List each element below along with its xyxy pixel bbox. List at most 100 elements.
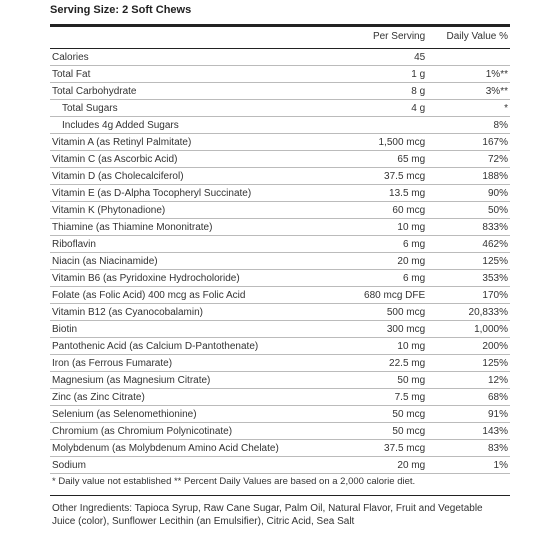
nutrient-amount: 1,500 mcg [335, 134, 427, 151]
nutrient-dv: 462% [427, 236, 510, 253]
nutrient-name: Selenium (as Selenomethionine) [50, 406, 335, 423]
nutrient-name: Molybdenum (as Molybdenum Amino Acid Che… [50, 440, 335, 457]
table-row: Chromium (as Chromium Polynicotinate)50 … [50, 423, 510, 440]
nutrient-dv: 50% [427, 202, 510, 219]
nutrient-amount: 4 g [335, 100, 427, 117]
nutrient-name: Sodium [50, 457, 335, 474]
nutrient-amount: 10 mg [335, 219, 427, 236]
nutrient-name: Total Carbohydrate [50, 83, 335, 100]
nutrient-name: Vitamin A (as Retinyl Palmitate) [50, 134, 335, 151]
other-ingredients: Other Ingredients: Tapioca Syrup, Raw Ca… [50, 498, 510, 532]
nutrient-amount: 50 mcg [335, 423, 427, 440]
table-row: Selenium (as Selenomethionine)50 mcg91% [50, 406, 510, 423]
nutrient-name: Total Sugars [50, 100, 335, 117]
nutrient-amount [335, 117, 427, 134]
nutrient-amount: 45 [335, 49, 427, 66]
nutrient-name: Iron (as Ferrous Fumarate) [50, 355, 335, 372]
nutrient-amount: 50 mcg [335, 406, 427, 423]
table-row: Biotin300 mcg1,000% [50, 321, 510, 338]
table-row: Vitamin A (as Retinyl Palmitate)1,500 mc… [50, 134, 510, 151]
nutrient-name: Niacin (as Niacinamide) [50, 253, 335, 270]
nutrient-amount: 7.5 mg [335, 389, 427, 406]
rule-top [50, 24, 510, 27]
nutrient-dv: 200% [427, 338, 510, 355]
table-row: Thiamine (as Thiamine Mononitrate)10 mg8… [50, 219, 510, 236]
nutrient-amount: 20 mg [335, 457, 427, 474]
table-row: Total Fat1 g1%** [50, 66, 510, 83]
table-row: Total Sugars4 g* [50, 100, 510, 117]
nutrient-dv: 8% [427, 117, 510, 134]
nutrient-amount: 680 mcg DFE [335, 287, 427, 304]
nutrient-amount: 6 mg [335, 236, 427, 253]
nutrient-name: Riboflavin [50, 236, 335, 253]
rule-bottom [50, 495, 510, 496]
table-row: Pantothenic Acid (as Calcium D-Pantothen… [50, 338, 510, 355]
nutrient-amount: 22.5 mg [335, 355, 427, 372]
nutrient-name: Vitamin B12 (as Cyanocobalamin) [50, 304, 335, 321]
nutrient-amount: 6 mg [335, 270, 427, 287]
nutrient-dv: 83% [427, 440, 510, 457]
table-row: Magnesium (as Magnesium Citrate)50 mg12% [50, 372, 510, 389]
nutrient-dv: * [427, 100, 510, 117]
footnote: * Daily value not established ** Percent… [50, 474, 510, 491]
nutrient-name: Vitamin K (Phytonadione) [50, 202, 335, 219]
table-row: Calories45 [50, 49, 510, 66]
nutrient-name: Includes 4g Added Sugars [50, 117, 335, 134]
table-row: Includes 4g Added Sugars 8% [50, 117, 510, 134]
nutrient-amount: 13.5 mg [335, 185, 427, 202]
nutrient-dv: 353% [427, 270, 510, 287]
nutrient-amount: 65 mg [335, 151, 427, 168]
nutrient-dv: 167% [427, 134, 510, 151]
nutrient-amount: 37.5 mcg [335, 440, 427, 457]
nutrient-dv: 1,000% [427, 321, 510, 338]
nutrient-dv: 12% [427, 372, 510, 389]
nutrient-dv: 90% [427, 185, 510, 202]
nutrient-name: Biotin [50, 321, 335, 338]
nutrient-dv: 20,833% [427, 304, 510, 321]
nutrient-dv: 1% [427, 457, 510, 474]
nutrient-amount: 8 g [335, 83, 427, 100]
nutrient-dv [427, 49, 510, 66]
nutrient-amount: 10 mg [335, 338, 427, 355]
nutrient-name: Vitamin E (as D-Alpha Tocopheryl Succina… [50, 185, 335, 202]
col-per-serving: Per Serving [335, 29, 427, 49]
table-row: Iron (as Ferrous Fumarate)22.5 mg125% [50, 355, 510, 372]
nutrient-name: Vitamin D (as Cholecalciferol) [50, 168, 335, 185]
nutrient-name: Vitamin C (as Ascorbic Acid) [50, 151, 335, 168]
nutrition-panel: Serving Size: 2 Soft Chews Per Serving D… [0, 0, 540, 536]
table-row: Molybdenum (as Molybdenum Amino Acid Che… [50, 440, 510, 457]
nutrient-dv: 3%** [427, 83, 510, 100]
nutrient-dv: 188% [427, 168, 510, 185]
serving-size: Serving Size: 2 Soft Chews [50, 4, 510, 16]
nutrient-dv: 170% [427, 287, 510, 304]
table-row: Vitamin B12 (as Cyanocobalamin)500 mcg20… [50, 304, 510, 321]
nutrient-name: Chromium (as Chromium Polynicotinate) [50, 423, 335, 440]
nutrient-name: Zinc (as Zinc Citrate) [50, 389, 335, 406]
nutrient-amount: 20 mg [335, 253, 427, 270]
nutrient-dv: 91% [427, 406, 510, 423]
nutrient-dv: 833% [427, 219, 510, 236]
nutrient-name: Thiamine (as Thiamine Mononitrate) [50, 219, 335, 236]
table-row: Niacin (as Niacinamide)20 mg125% [50, 253, 510, 270]
nutrient-dv: 143% [427, 423, 510, 440]
table-row: Sodium20 mg1% [50, 457, 510, 474]
nutrient-name: Calories [50, 49, 335, 66]
table-row: Total Carbohydrate8 g3%** [50, 83, 510, 100]
nutrient-name: Pantothenic Acid (as Calcium D-Pantothen… [50, 338, 335, 355]
col-blank [50, 29, 335, 49]
nutrition-table: Per Serving Daily Value % Calories45Tota… [50, 29, 510, 474]
nutrient-name: Magnesium (as Magnesium Citrate) [50, 372, 335, 389]
table-row: Vitamin E (as D-Alpha Tocopheryl Succina… [50, 185, 510, 202]
nutrient-amount: 500 mcg [335, 304, 427, 321]
table-row: Zinc (as Zinc Citrate)7.5 mg68% [50, 389, 510, 406]
nutrient-name: Vitamin B6 (as Pyridoxine Hydrocholoride… [50, 270, 335, 287]
nutrient-amount: 300 mcg [335, 321, 427, 338]
nutrient-amount: 37.5 mcg [335, 168, 427, 185]
table-row: Vitamin D (as Cholecalciferol)37.5 mcg18… [50, 168, 510, 185]
nutrient-dv: 1%** [427, 66, 510, 83]
nutrient-dv: 68% [427, 389, 510, 406]
nutrient-dv: 125% [427, 355, 510, 372]
table-row: Folate (as Folic Acid) 400 mcg as Folic … [50, 287, 510, 304]
table-row: Riboflavin6 mg462% [50, 236, 510, 253]
nutrient-amount: 50 mg [335, 372, 427, 389]
